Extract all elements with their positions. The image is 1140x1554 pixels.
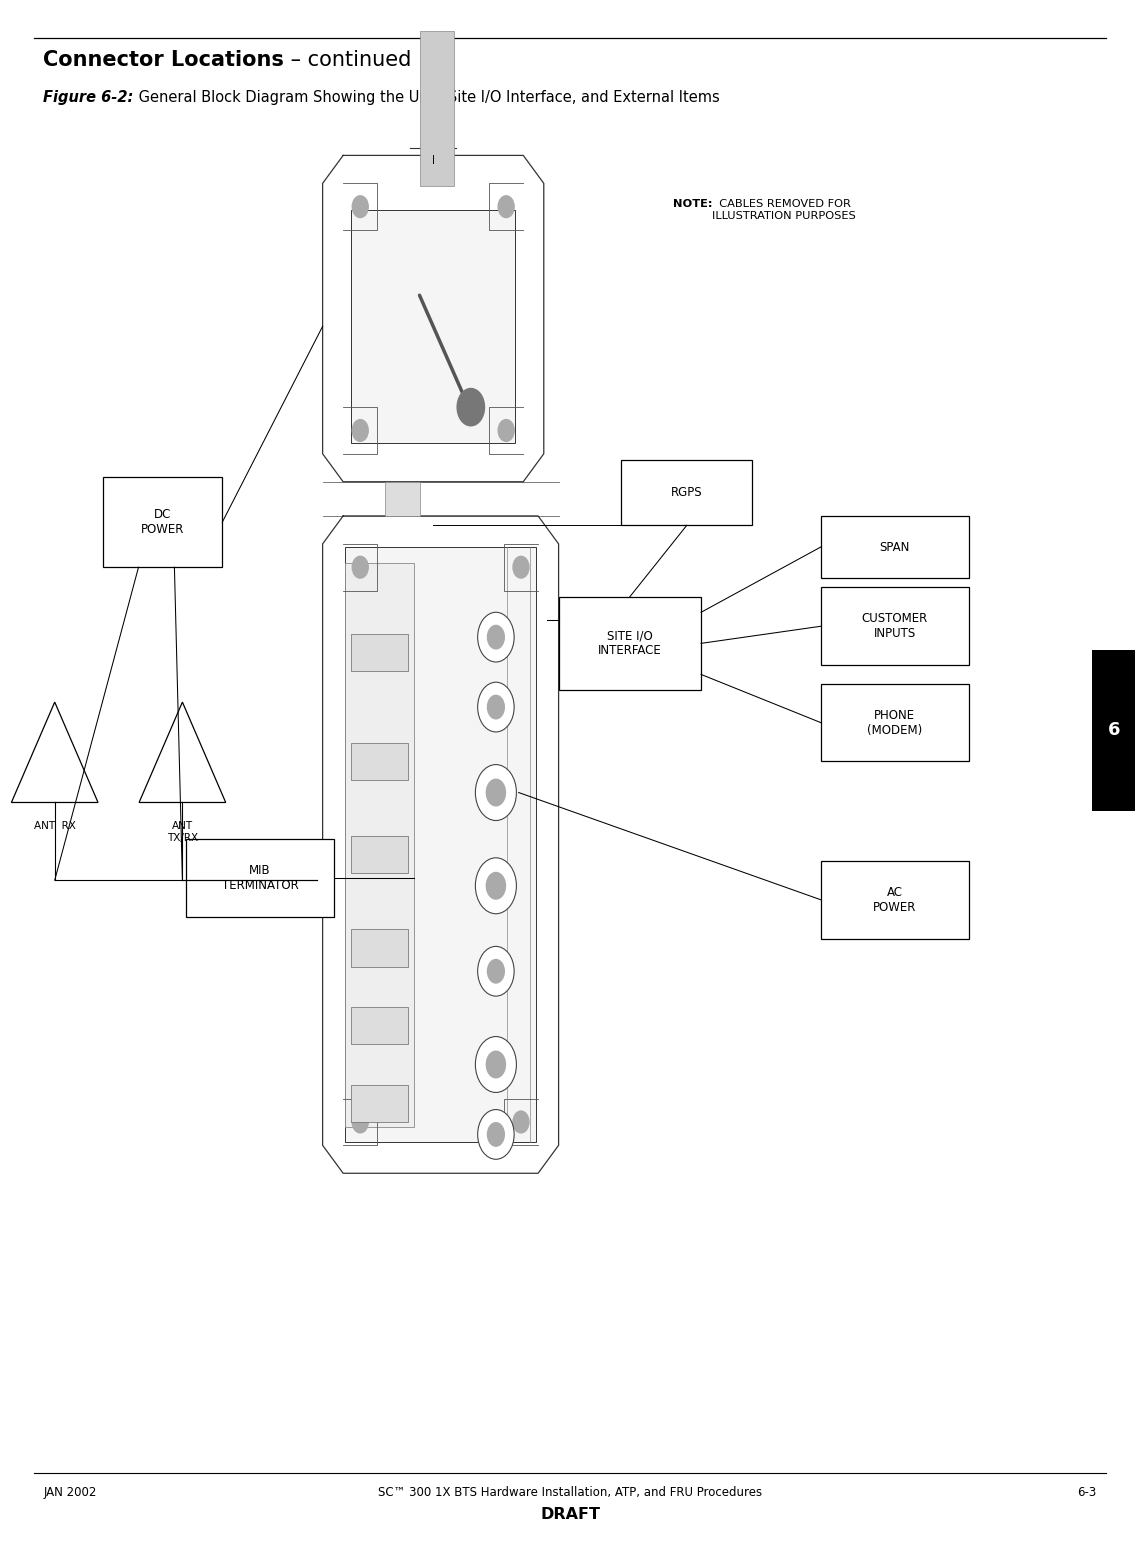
- Circle shape: [475, 1037, 516, 1092]
- Bar: [323, 516, 559, 1173]
- Circle shape: [487, 625, 505, 650]
- Text: RGPS: RGPS: [671, 486, 702, 499]
- Text: JAN 2002: JAN 2002: [43, 1486, 97, 1498]
- Bar: [821, 684, 969, 761]
- Circle shape: [457, 388, 484, 426]
- Circle shape: [478, 1110, 514, 1159]
- Bar: [351, 1007, 408, 1044]
- Circle shape: [475, 858, 516, 914]
- Bar: [186, 839, 334, 917]
- Circle shape: [352, 556, 368, 578]
- Circle shape: [487, 695, 505, 720]
- Circle shape: [513, 556, 529, 578]
- Bar: [345, 547, 536, 1142]
- Bar: [345, 563, 414, 1127]
- Text: Connector Locations: Connector Locations: [43, 50, 284, 70]
- Bar: [420, 31, 454, 186]
- Circle shape: [487, 1122, 505, 1147]
- Polygon shape: [139, 702, 226, 802]
- Circle shape: [486, 779, 506, 807]
- Text: PHONE
(MODEM): PHONE (MODEM): [868, 709, 922, 737]
- Circle shape: [487, 959, 505, 984]
- Bar: [103, 477, 222, 567]
- Text: Figure 6-2:: Figure 6-2:: [43, 90, 133, 106]
- Text: 6-3: 6-3: [1077, 1486, 1097, 1498]
- Text: – continued: – continued: [284, 50, 412, 70]
- Text: CABLES REMOVED FOR
ILLUSTRATION PURPOSES: CABLES REMOVED FOR ILLUSTRATION PURPOSES: [712, 199, 856, 221]
- Bar: [351, 210, 515, 443]
- Text: SC™ 300 1X BTS Hardware Installation, ATP, and FRU Procedures: SC™ 300 1X BTS Hardware Installation, AT…: [378, 1486, 762, 1498]
- Bar: [821, 587, 969, 665]
- Circle shape: [478, 682, 514, 732]
- Polygon shape: [11, 702, 98, 802]
- Bar: [821, 861, 969, 939]
- Bar: [351, 743, 408, 780]
- Text: DC
POWER: DC POWER: [140, 508, 185, 536]
- Bar: [1092, 668, 1135, 793]
- Text: NOTE:: NOTE:: [673, 199, 712, 208]
- Bar: [821, 516, 969, 578]
- Bar: [351, 836, 408, 873]
- Bar: [351, 929, 408, 967]
- Circle shape: [352, 1111, 368, 1133]
- Circle shape: [475, 765, 516, 821]
- Bar: [1092, 793, 1135, 811]
- Text: CUSTOMER
INPUTS: CUSTOMER INPUTS: [862, 612, 928, 640]
- Text: SPAN: SPAN: [880, 541, 910, 553]
- Circle shape: [498, 196, 514, 218]
- Text: 6: 6: [1108, 721, 1119, 740]
- Circle shape: [513, 1111, 529, 1133]
- Bar: [351, 1085, 408, 1122]
- Circle shape: [352, 420, 368, 441]
- Bar: [323, 155, 544, 482]
- Text: ANT  RX: ANT RX: [34, 821, 75, 831]
- Circle shape: [486, 872, 506, 900]
- Bar: [1092, 650, 1135, 668]
- Bar: [385, 482, 420, 516]
- Text: AC
POWER: AC POWER: [873, 886, 917, 914]
- Text: ANT
TX/RX: ANT TX/RX: [166, 821, 198, 842]
- Circle shape: [478, 612, 514, 662]
- Circle shape: [498, 420, 514, 441]
- Text: MIB
TERMINATOR: MIB TERMINATOR: [221, 864, 299, 892]
- Bar: [559, 597, 701, 690]
- Text: General Block Diagram Showing the Unit, Site I/O Interface, and External Items: General Block Diagram Showing the Unit, …: [133, 90, 719, 106]
- Bar: [621, 460, 752, 525]
- Text: DRAFT: DRAFT: [540, 1507, 600, 1523]
- Circle shape: [352, 196, 368, 218]
- Text: SITE I/O
INTERFACE: SITE I/O INTERFACE: [598, 629, 661, 657]
- Circle shape: [478, 946, 514, 996]
- Circle shape: [486, 1051, 506, 1078]
- Bar: [351, 634, 408, 671]
